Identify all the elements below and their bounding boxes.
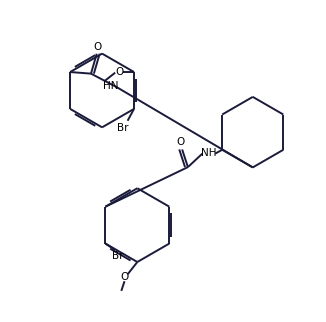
Text: O: O (176, 137, 185, 147)
Text: HN: HN (103, 81, 119, 91)
Text: Br: Br (117, 123, 128, 133)
Text: O: O (94, 42, 102, 52)
Text: O: O (120, 272, 129, 282)
Text: O: O (115, 67, 123, 77)
Text: NH: NH (201, 148, 216, 158)
Text: Br: Br (112, 251, 124, 261)
